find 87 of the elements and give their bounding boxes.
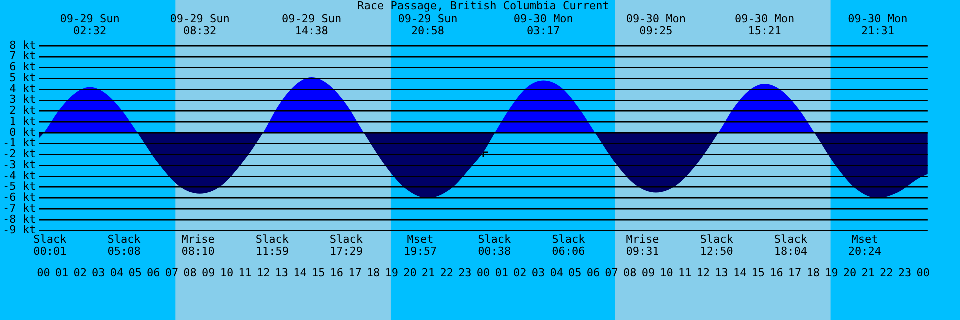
y-tick-label: -1 kt: [2, 136, 36, 150]
x-tick-label: 12: [256, 266, 270, 280]
x-tick-label: 05: [128, 266, 142, 280]
text: Mset 19:57: [404, 233, 438, 258]
x-tick-label: 00: [37, 266, 50, 280]
y-tick-label: -5 kt: [2, 180, 36, 194]
text: Mrise 09:31: [626, 233, 660, 258]
y-tick-label: -8 kt: [2, 212, 36, 226]
x-tick-label: 11: [678, 266, 692, 280]
y-tick-label: -6 kt: [2, 191, 36, 204]
x-tick-label: 09: [202, 266, 216, 280]
x-tick-label: 17: [788, 266, 802, 280]
text: 09-29 Sun 20:58: [398, 12, 458, 38]
x-tick-label: 10: [220, 266, 234, 280]
x-tick-label: 07: [605, 266, 618, 280]
y-tick-label: -4 kt: [2, 169, 36, 182]
text: 09-29 Sun 02:32: [60, 12, 120, 38]
x-tick-label: 06: [586, 266, 600, 280]
chart-title: Race Passage, British Columbia Current: [358, 0, 610, 12]
x-tick-label: 19: [825, 266, 838, 280]
text: Mset 20:24: [848, 233, 882, 258]
x-tick-label: 17: [348, 266, 362, 280]
x-tick-label: 05: [568, 266, 582, 280]
x-tick-label: 06: [147, 266, 160, 280]
x-tick-label: 02: [514, 266, 527, 280]
x-tick-label: 03: [92, 266, 106, 280]
x-tick-label: 23: [898, 266, 912, 280]
text: Slack 12:50: [700, 233, 734, 258]
text: 09-29 Sun 14:38: [282, 12, 342, 38]
x-tick-label: 14: [294, 266, 308, 280]
text: Slack 11:59: [256, 233, 290, 258]
x-tick-label: 18: [366, 266, 380, 280]
x-tick-label: 07: [165, 266, 179, 280]
y-tick-label: 0 kt: [10, 126, 36, 139]
y-tick-label: -3 kt: [2, 158, 36, 172]
y-tick-label: 5 kt: [10, 71, 36, 84]
x-tick-label: 11: [238, 266, 252, 280]
y-tick-label: -9 kt: [2, 224, 36, 237]
text: Slack 18:04: [774, 233, 808, 258]
y-tick-label: 7 kt: [10, 50, 36, 63]
x-tick-label: 00: [916, 266, 930, 280]
x-tick-label: 02: [74, 266, 87, 280]
text: 09-30 Mon 03:17: [514, 12, 574, 38]
x-tick-label: 23: [458, 266, 472, 280]
x-tick-label: 15: [312, 266, 326, 280]
y-tick-label: 4 kt: [10, 82, 36, 96]
x-tick-label: 13: [275, 266, 289, 280]
text: 09-30 Mon 15:21: [735, 12, 795, 38]
x-tick-label: 12: [696, 266, 710, 280]
x-tick-label: 16: [770, 266, 784, 280]
x-tick-label: 20: [843, 266, 857, 280]
text: Mrise 08:10: [182, 233, 215, 258]
x-tick-label: 20: [404, 266, 417, 280]
x-tick-label: 21: [862, 266, 875, 280]
x-tick-label: 21: [422, 266, 436, 280]
x-tick-label: 01: [55, 266, 69, 280]
x-tick-label: 10: [660, 266, 674, 280]
text: 09-30 Mon 09:25: [626, 12, 686, 38]
x-tick-label: 22: [880, 266, 894, 280]
x-tick-label: 01: [495, 266, 508, 280]
text: Slack 00:38: [478, 233, 512, 258]
y-tick-label: 8 kt: [10, 38, 36, 52]
x-tick-label: 15: [752, 266, 766, 280]
x-tick-label: 04: [110, 266, 124, 280]
text: Slack 06:06: [552, 233, 586, 258]
y-tick-label: 2 kt: [10, 104, 36, 118]
x-tick-label: 19: [385, 266, 399, 280]
text: Slack 17:29: [330, 233, 364, 258]
x-tick-label: 14: [733, 266, 748, 280]
text: Slack 05:08: [108, 233, 142, 258]
x-tick-label: 00: [476, 266, 490, 280]
y-tick-label: 6 kt: [10, 60, 36, 74]
x-tick-label: 08: [184, 266, 197, 280]
x-tick-label: 22: [440, 266, 454, 280]
y-tick-label: 1 kt: [10, 114, 36, 128]
x-tick-label: 09: [642, 266, 656, 280]
x-tick-label: 13: [715, 266, 728, 280]
x-tick-label: 04: [550, 266, 564, 280]
y-tick-label: 3 kt: [10, 93, 36, 106]
y-tick-label: -7 kt: [2, 202, 36, 215]
y-tick-label: -2 kt: [2, 148, 36, 161]
x-tick-label: 08: [623, 266, 637, 280]
x-tick-label: 18: [806, 266, 820, 280]
text: Slack 00:01: [34, 233, 68, 258]
x-tick-label: 16: [330, 266, 344, 280]
text: 09-30 Mon 21:31: [848, 12, 908, 38]
x-tick-label: 03: [532, 266, 546, 280]
